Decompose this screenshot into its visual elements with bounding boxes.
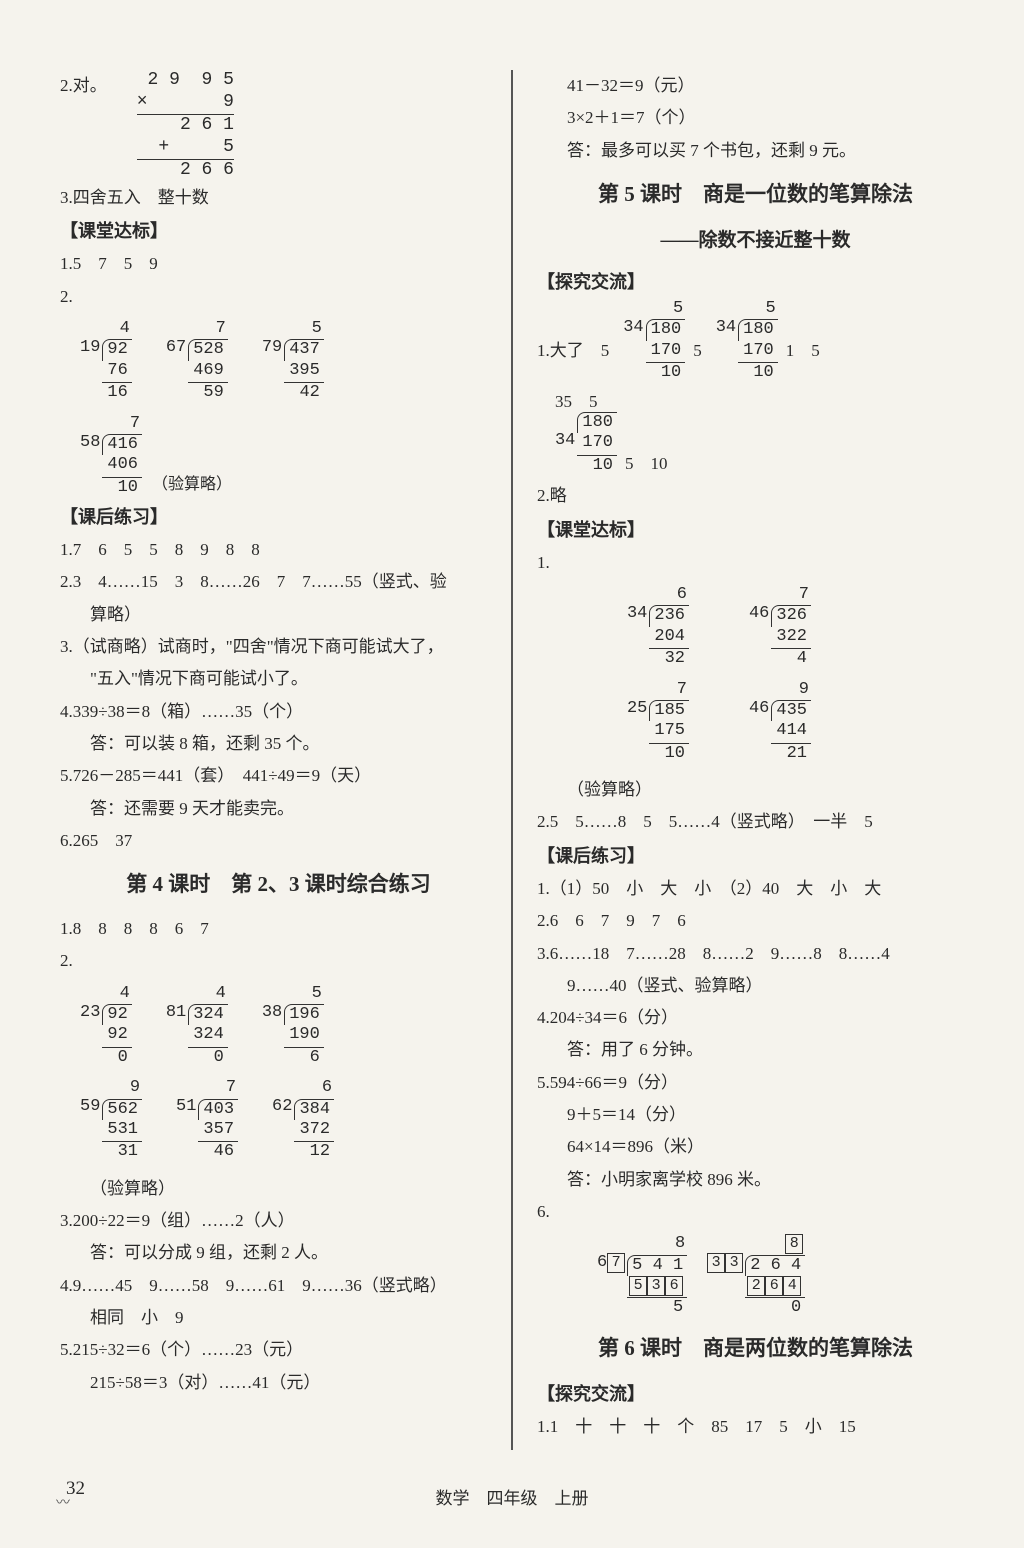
multiplication-block: 2 9 9 5 × 9 2 6 1 + 5 2 6 6	[137, 70, 234, 182]
longdiv-c: 79 5 437 395 42	[262, 319, 324, 404]
kh-r4a: 4.204÷34＝6（分）	[537, 1002, 974, 1034]
l4-4b: 相同 小 9	[60, 1302, 497, 1334]
r-top3: 答：最多可以买 7 个书包，还剩 9 元。	[537, 135, 974, 167]
sec-tanjiu: 【探究交流】	[537, 265, 974, 299]
longdiv-a: 19 4 92 76 16	[80, 319, 132, 404]
kt-yan: （验算略）	[537, 774, 974, 806]
l4-3b: 答：可以分成 9 组，还剩 2 人。	[60, 1237, 497, 1269]
sec-tanjiu2: 【探究交流】	[537, 1377, 974, 1411]
kh-3a: 3.（试商略）试商时，"四舍"情况下商可能试大了，	[60, 631, 497, 663]
l4-4a: 4.9……45 9……58 9……61 9……36（竖式略）	[60, 1270, 497, 1302]
kh6-ldrow: 67 8 5 4 1 536 5 33 8 2 6 4 264 0	[597, 1234, 974, 1319]
page-footer: 数学 四年级 上册	[0, 1484, 1024, 1509]
kh-r5d: 答：小明家离学校 896 米。	[537, 1164, 974, 1196]
longdiv-4d: 59 9 562 531 31	[80, 1078, 142, 1163]
longdiv-row1: 19 4 92 76 16 67 7 528 469 59 79 5	[80, 319, 497, 404]
tj2-1: 1.1 十 十 十 个 85 17 5 小 15	[537, 1411, 974, 1443]
section-ketang: 【课堂达标】	[60, 214, 497, 248]
column-divider	[511, 70, 513, 1450]
kh-5b: 答：还需要 9 天才能卖完。	[60, 793, 497, 825]
kh-1: 1.7 6 5 5 8 9 8 8	[60, 534, 497, 566]
kh-5a: 5.726－285＝441（套） 441÷49＝9（天）	[60, 760, 497, 792]
kh-r1: 1.（1）50 小 大 小 （2）40 大 小 大	[537, 873, 974, 905]
left-column: 2.对。 2 9 9 5 × 9 2 6 1 + 5 2 6 6 3.四舍五入 …	[60, 70, 507, 1450]
longdiv-5-2: 34 5 180 170 10	[716, 299, 778, 384]
longdiv-d-row: 58 7 416 406 10 （验算略）	[80, 414, 497, 500]
longdiv-4b: 81 4 324 324 0	[166, 984, 228, 1069]
r1b-row2: 34 180 170 10 5 10	[555, 412, 974, 480]
lesson4-title: 第 4 课时 第 2、3 课时综合练习	[60, 865, 497, 905]
r2-lue: 2.略	[537, 480, 974, 512]
l4-3a: 3.200÷22＝9（组）……2（人）	[60, 1205, 497, 1237]
mult-r1: 2 9 9 5	[137, 70, 234, 92]
r-top1: 41－32＝9（元）	[537, 70, 974, 102]
r1-prefix: 1.大了 5	[537, 299, 615, 367]
kh-2a: 2.3 4……15 3 8……26 7 7……55（竖式、验	[60, 566, 497, 598]
right-column: 41－32＝9（元） 3×2＋1＝7（个） 答：最多可以买 7 个书包，还剩 9…	[517, 70, 974, 1450]
r-top2: 3×2＋1＝7（个）	[537, 102, 974, 134]
kh-3b: "五入"情况下商可能试小了。	[60, 663, 497, 695]
lesson6-title: 第 6 课时 商是两位数的笔算除法	[537, 1329, 974, 1369]
longdiv-4c: 38 5 196 190 6	[262, 984, 324, 1069]
sec-kehou-r: 【课后练习】	[537, 839, 974, 873]
r1-row: 1.大了 5 34 5 180 170 10 5 34 5 180 170 10…	[537, 299, 974, 384]
longdiv-4f: 62 6 384 372 12	[272, 1078, 334, 1163]
section-kehou: 【课后练习】	[60, 500, 497, 534]
mult-r4: + 5	[137, 137, 234, 159]
longdiv-5-1: 34 5 180 170 10	[623, 299, 685, 384]
decoration-icon: 〰	[56, 1492, 70, 1512]
r1-mid: 5	[693, 299, 708, 367]
l4-1: 1.8 8 8 8 6 7	[60, 913, 497, 945]
kh-4b: 答：可以装 8 箱，还剩 35 个。	[60, 728, 497, 760]
r1b-suf: 5 10	[625, 412, 674, 480]
longdiv-4a: 23 4 92 92 0	[80, 984, 132, 1069]
lesson5-sub: ——除数不接近整十数	[537, 223, 974, 259]
kt-ldrow1: 34 6 236 204 32 46 7 326 322 4	[627, 585, 974, 670]
l4-5b: 215÷58＝3（对）……41（元）	[60, 1367, 497, 1399]
r1-suffix: 1 5	[786, 299, 826, 367]
lesson5-title: 第 5 课时 商是一位数的笔算除法	[537, 175, 974, 215]
longdiv-d: 58 7 416 406 10	[80, 414, 142, 499]
l4-2: 2.	[60, 945, 497, 977]
longdiv-6a: 67 8 5 4 1 536 5	[597, 1234, 687, 1319]
kh-r5b: 9＋5＝14（分）	[537, 1099, 974, 1131]
kh-r5a: 5.594÷66＝9（分）	[537, 1067, 974, 1099]
kh-4a: 4.339÷38＝8（箱）……35（个）	[60, 696, 497, 728]
mult-r3: 2 6 1	[137, 115, 234, 137]
q2-label: 2.对。	[60, 70, 107, 102]
q2-row: 2.对。 2 9 9 5 × 9 2 6 1 + 5 2 6 6	[60, 70, 497, 182]
kh-6: 6.265 37	[60, 825, 497, 857]
longdiv-5-3: 34 180 170 10	[555, 412, 617, 476]
kh-r3b: 9……40（竖式、验算略）	[537, 970, 974, 1002]
sec-ketang-r: 【课堂达标】	[537, 513, 974, 547]
kt-ldrow2: 25 7 185 175 10 46 9 435 414 21	[627, 680, 974, 765]
longdiv-b: 67 7 528 469 59	[166, 319, 228, 404]
l4-ldrow1: 23 4 92 92 0 81 4 324 324 0 38 5 1	[80, 984, 497, 1069]
yansuan-note: （验算略）	[152, 414, 232, 500]
longdiv-6b: 33 8 2 6 4 264 0	[707, 1234, 805, 1319]
q3-text: 3.四舍五入 整十数	[60, 182, 497, 214]
kt-2-label: 2.	[60, 281, 497, 313]
kt1-label: 1.	[537, 547, 974, 579]
kh-2b: 算略）	[60, 599, 497, 631]
kh-r3a: 3.6……18 7……28 8……2 9……8 8……4	[537, 938, 974, 970]
kh-r5c: 64×14＝896（米）	[537, 1131, 974, 1163]
longdiv-kb: 46 7 326 322 4	[749, 585, 811, 670]
longdiv-ka: 34 6 236 204 32	[627, 585, 689, 670]
longdiv-kc: 25 7 185 175 10	[627, 680, 689, 765]
kh-r2: 2.6 6 7 9 7 6	[537, 905, 974, 937]
l4-5a: 5.215÷32＝6（个）……23（元）	[60, 1334, 497, 1366]
kh-r4b: 答：用了 6 分钟。	[537, 1034, 974, 1066]
kt-1: 1.5 7 5 9	[60, 248, 497, 280]
l4-yan: （验算略）	[60, 1173, 497, 1205]
longdiv-kd: 46 9 435 414 21	[749, 680, 811, 765]
mult-r5: 2 6 6	[137, 160, 234, 182]
longdiv-4e: 51 7 403 357 46	[176, 1078, 238, 1163]
mult-r2: × 9	[137, 92, 234, 114]
kh-r6: 6.	[537, 1196, 974, 1228]
l4-ldrow2: 59 9 562 531 31 51 7 403 357 46 62 6	[80, 1078, 497, 1163]
kt-2: 2.5 5……8 5 5……4（竖式略） 一半 5	[537, 806, 974, 838]
